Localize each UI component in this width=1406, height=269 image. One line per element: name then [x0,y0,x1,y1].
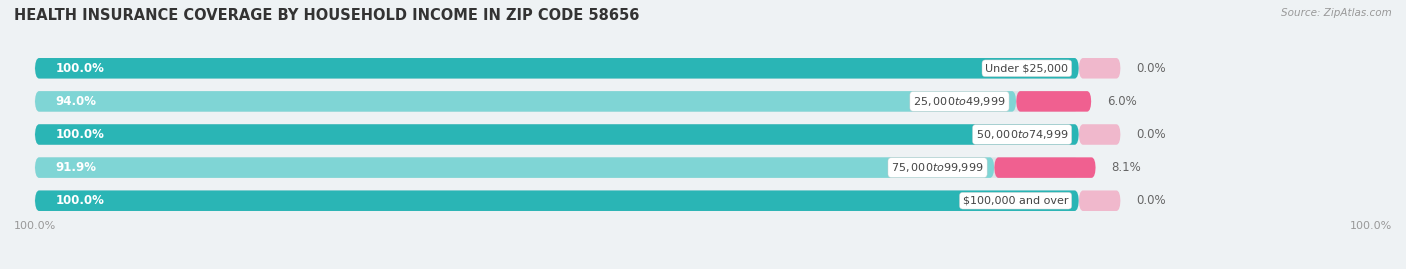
FancyBboxPatch shape [35,91,1017,112]
FancyBboxPatch shape [35,124,1078,145]
Text: 6.0%: 6.0% [1107,95,1136,108]
FancyBboxPatch shape [35,58,1078,79]
FancyBboxPatch shape [35,58,1078,79]
Text: Source: ZipAtlas.com: Source: ZipAtlas.com [1281,8,1392,18]
Text: $25,000 to $49,999: $25,000 to $49,999 [914,95,1005,108]
Text: 0.0%: 0.0% [1136,194,1166,207]
FancyBboxPatch shape [1017,91,1091,112]
FancyBboxPatch shape [35,157,994,178]
FancyBboxPatch shape [1078,58,1121,79]
FancyBboxPatch shape [35,157,1078,178]
Text: 0.0%: 0.0% [1136,128,1166,141]
Text: HEALTH INSURANCE COVERAGE BY HOUSEHOLD INCOME IN ZIP CODE 58656: HEALTH INSURANCE COVERAGE BY HOUSEHOLD I… [14,8,640,23]
Text: 100.0%: 100.0% [14,221,56,231]
Text: $75,000 to $99,999: $75,000 to $99,999 [891,161,984,174]
Text: 100.0%: 100.0% [56,128,104,141]
FancyBboxPatch shape [35,190,1078,211]
Text: $50,000 to $74,999: $50,000 to $74,999 [976,128,1069,141]
Text: 100.0%: 100.0% [56,62,104,75]
Text: 100.0%: 100.0% [56,194,104,207]
Text: 100.0%: 100.0% [1350,221,1392,231]
Text: 91.9%: 91.9% [56,161,97,174]
Text: 8.1%: 8.1% [1111,161,1142,174]
FancyBboxPatch shape [994,157,1095,178]
FancyBboxPatch shape [35,91,1078,112]
Text: 94.0%: 94.0% [56,95,97,108]
FancyBboxPatch shape [35,124,1078,145]
Text: 0.0%: 0.0% [1136,62,1166,75]
FancyBboxPatch shape [1078,124,1121,145]
Text: $100,000 and over: $100,000 and over [963,196,1069,206]
FancyBboxPatch shape [35,190,1078,211]
FancyBboxPatch shape [1078,190,1121,211]
Text: Under $25,000: Under $25,000 [986,63,1069,73]
